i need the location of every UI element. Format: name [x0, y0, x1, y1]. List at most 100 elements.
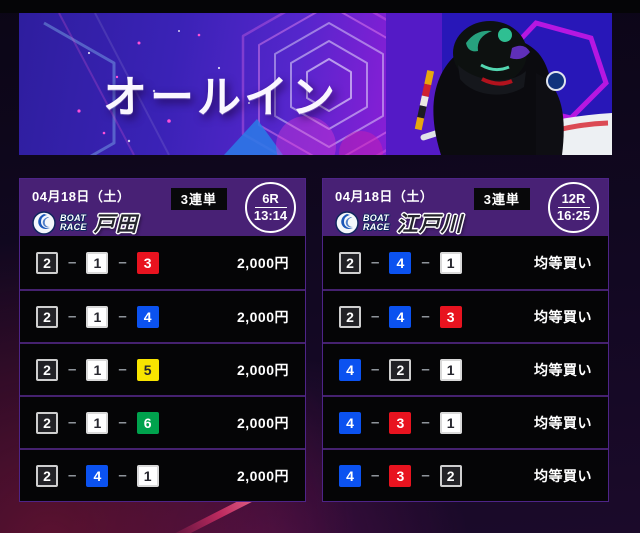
- boat-number: 3: [136, 251, 159, 274]
- boat-number: 1: [86, 305, 109, 328]
- bet-combination: 2 – 1 – 3: [36, 251, 159, 274]
- boat-number: 4: [136, 305, 159, 328]
- boat-number: 2: [339, 305, 361, 328]
- bet-combination: 2 – 1 – 4: [36, 305, 159, 328]
- dash-separator: –: [371, 414, 380, 431]
- bet-combination: 4 – 3 – 1: [339, 411, 462, 434]
- top-bar: [0, 0, 640, 13]
- race-date: 04月18日（土）: [335, 189, 434, 204]
- boatrace-logo-icon: [335, 211, 359, 235]
- neon-hexagons-graphic: [43, 13, 417, 155]
- race-deadline: 16:25: [556, 208, 591, 223]
- stake-amount: 均等買い: [534, 414, 592, 431]
- dash-separator: –: [68, 414, 77, 431]
- race-time-circle: 6R 13:14: [245, 182, 296, 233]
- boat-number: 1: [439, 411, 462, 434]
- dash-separator: –: [118, 414, 127, 431]
- boat-number: 2: [36, 305, 58, 328]
- boat-number: 1: [86, 251, 109, 274]
- boat-number: 2: [36, 251, 58, 274]
- boat-number: 4: [389, 305, 412, 328]
- circle-divider: [557, 207, 590, 208]
- boat-number: 3: [389, 411, 412, 434]
- boatrace-logo-icon: [32, 211, 56, 235]
- boat-number: 3: [389, 464, 412, 487]
- bet-row: 2 – 1 – 4 2,000円: [20, 289, 305, 342]
- dash-separator: –: [68, 308, 77, 325]
- boat-number: 4: [389, 251, 412, 274]
- hero-banner: オールイン: [19, 13, 612, 155]
- race-time-circle: 12R 16:25: [548, 182, 599, 233]
- boat-number: 4: [86, 464, 109, 487]
- venue-name: 戸田: [93, 213, 138, 236]
- banner-title: オールイン: [103, 73, 338, 122]
- dash-separator: –: [68, 467, 77, 484]
- race-number: 12R: [561, 191, 586, 207]
- boat-number: 2: [439, 464, 462, 487]
- dash-separator: –: [118, 254, 127, 271]
- boat-number: 2: [36, 411, 58, 434]
- dash-separator: –: [371, 254, 380, 271]
- dash-separator: –: [421, 414, 430, 431]
- venue-logo: BOAT RACE 江戸川: [335, 208, 598, 238]
- dash-separator: –: [371, 467, 380, 484]
- bet-row: 2 – 4 – 3 均等買い: [323, 289, 608, 342]
- bet-type-badge: 3連単: [473, 188, 530, 210]
- boat-number: 5: [136, 358, 159, 381]
- bet-combination: 2 – 1 – 6: [36, 411, 159, 434]
- dash-separator: –: [68, 254, 77, 271]
- stake-amount: 2,000円: [236, 308, 289, 325]
- stake-amount: 2,000円: [236, 467, 289, 484]
- boat-number: 2: [389, 358, 412, 381]
- bet-row: 4 – 2 – 1 均等買い: [323, 342, 608, 395]
- dash-separator: –: [118, 361, 127, 378]
- stake-amount: 2,000円: [236, 361, 289, 378]
- stake-amount: 均等買い: [534, 308, 592, 325]
- boat-number: 3: [439, 305, 462, 328]
- dash-separator: –: [118, 467, 127, 484]
- boat-number: 1: [439, 358, 462, 381]
- stake-amount: 均等買い: [534, 254, 592, 271]
- bet-row: 2 – 4 – 1 2,000円: [20, 448, 305, 501]
- bet-row: 2 – 1 – 5 2,000円: [20, 342, 305, 395]
- dash-separator: –: [421, 308, 430, 325]
- bet-combination: 2 – 4 – 3: [339, 305, 462, 328]
- dash-separator: –: [421, 254, 430, 271]
- stake-amount: 均等買い: [534, 467, 592, 484]
- bet-combination: 2 – 1 – 5: [36, 358, 159, 381]
- boat-number: 1: [136, 464, 159, 487]
- bet-row: 2 – 1 – 3 2,000円: [20, 236, 305, 289]
- bet-combination: 4 – 3 – 2: [339, 464, 462, 487]
- prediction-card-edogawa[interactable]: 04月18日（土） BOAT RACE 江戸川 3連単 12R 16:25: [322, 178, 609, 502]
- boatrace-logo-text: BOAT RACE: [363, 213, 390, 232]
- racer-photo: [386, 13, 612, 155]
- race-deadline: 13:14: [253, 208, 288, 223]
- card-header: 04月18日（土） BOAT RACE 江戸川 3連単 12R 16:25: [323, 179, 608, 236]
- stake-amount: 2,000円: [236, 254, 289, 271]
- dash-separator: –: [421, 467, 430, 484]
- bet-row: 2 – 1 – 6 2,000円: [20, 395, 305, 448]
- card-header: 04月18日（土） BOAT RACE 戸田 3連単 6R 13:14: [20, 179, 305, 236]
- boat-number: 4: [339, 464, 361, 487]
- bet-row: 2 – 4 – 1 均等買い: [323, 236, 608, 289]
- boat-number: 2: [339, 251, 361, 274]
- boatrace-logo-text: BOAT RACE: [60, 213, 87, 232]
- venue-name: 江戸川: [396, 213, 463, 236]
- boat-number: 6: [136, 411, 159, 434]
- bet-row: 4 – 3 – 1 均等買い: [323, 395, 608, 448]
- prediction-card-toda[interactable]: 04月18日（土） BOAT RACE 戸田 3連単 6R 13:14: [19, 178, 306, 502]
- dash-separator: –: [68, 361, 77, 378]
- stake-amount: 均等買い: [534, 361, 592, 378]
- boat-number: 2: [36, 358, 58, 381]
- boat-number: 2: [36, 464, 58, 487]
- bet-combination: 2 – 4 – 1: [339, 251, 462, 274]
- boat-number: 1: [86, 411, 109, 434]
- boat-number: 4: [339, 358, 361, 381]
- venue-logo: BOAT RACE 戸田: [32, 208, 295, 238]
- boat-number: 1: [439, 251, 462, 274]
- dash-separator: –: [421, 361, 430, 378]
- dash-separator: –: [118, 308, 127, 325]
- stake-amount: 2,000円: [236, 414, 289, 431]
- bet-type-badge: 3連単: [170, 188, 227, 210]
- bet-row: 4 – 3 – 2 均等買い: [323, 448, 608, 501]
